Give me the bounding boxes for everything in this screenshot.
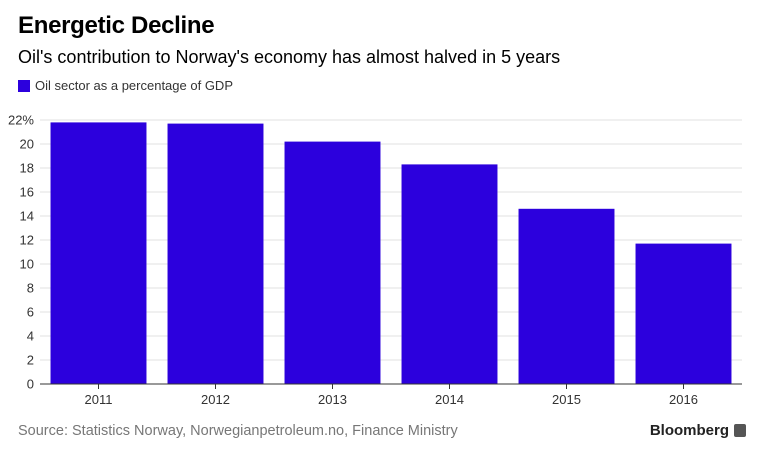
x-tick-label: 2014 xyxy=(435,392,464,407)
brand-logo: Bloomberg xyxy=(650,422,746,439)
x-tick-label: 2012 xyxy=(201,392,230,407)
bar-2014 xyxy=(401,164,498,384)
y-tick-label: 12 xyxy=(20,233,34,248)
source-note: Source: Statistics Norway, Norwegianpetr… xyxy=(18,423,458,439)
y-tick-label: 2 xyxy=(27,353,34,368)
x-tick-label: 2013 xyxy=(318,392,347,407)
x-tick-label: 2011 xyxy=(85,392,113,407)
y-tick-label: 10 xyxy=(20,257,34,272)
y-tick-label: 4 xyxy=(27,329,34,344)
y-tick-label: 0 xyxy=(27,377,34,392)
legend-label: Oil sector as a percentage of GDP xyxy=(35,78,233,93)
bar-2012 xyxy=(167,123,264,384)
x-tick-label: 2016 xyxy=(669,392,698,407)
y-tick-label: 16 xyxy=(20,185,34,200)
brand-name: Bloomberg xyxy=(649,422,729,439)
bar-2015 xyxy=(518,208,615,384)
y-tick-label: 18 xyxy=(20,161,34,176)
bar-2011 xyxy=(50,122,147,385)
y-tick-label: 14 xyxy=(20,209,34,224)
bar-2016 xyxy=(635,243,732,384)
legend-swatch xyxy=(18,79,30,92)
y-tick-label: 8 xyxy=(27,281,34,296)
y-tick-label: 20 xyxy=(20,137,34,152)
y-tick-label: 22% xyxy=(8,113,34,128)
bar-2013 xyxy=(284,141,381,384)
chart-subtitle: Oil's contribution to Norway's economy h… xyxy=(18,47,561,67)
x-tick-label: 2015 xyxy=(552,392,581,407)
chart-title: Energetic Decline xyxy=(18,12,215,39)
legend: Oil sector as a percentage of GDP xyxy=(18,78,233,93)
y-tick-label: 6 xyxy=(27,305,34,320)
bloomberg-chart-icon xyxy=(734,424,746,437)
